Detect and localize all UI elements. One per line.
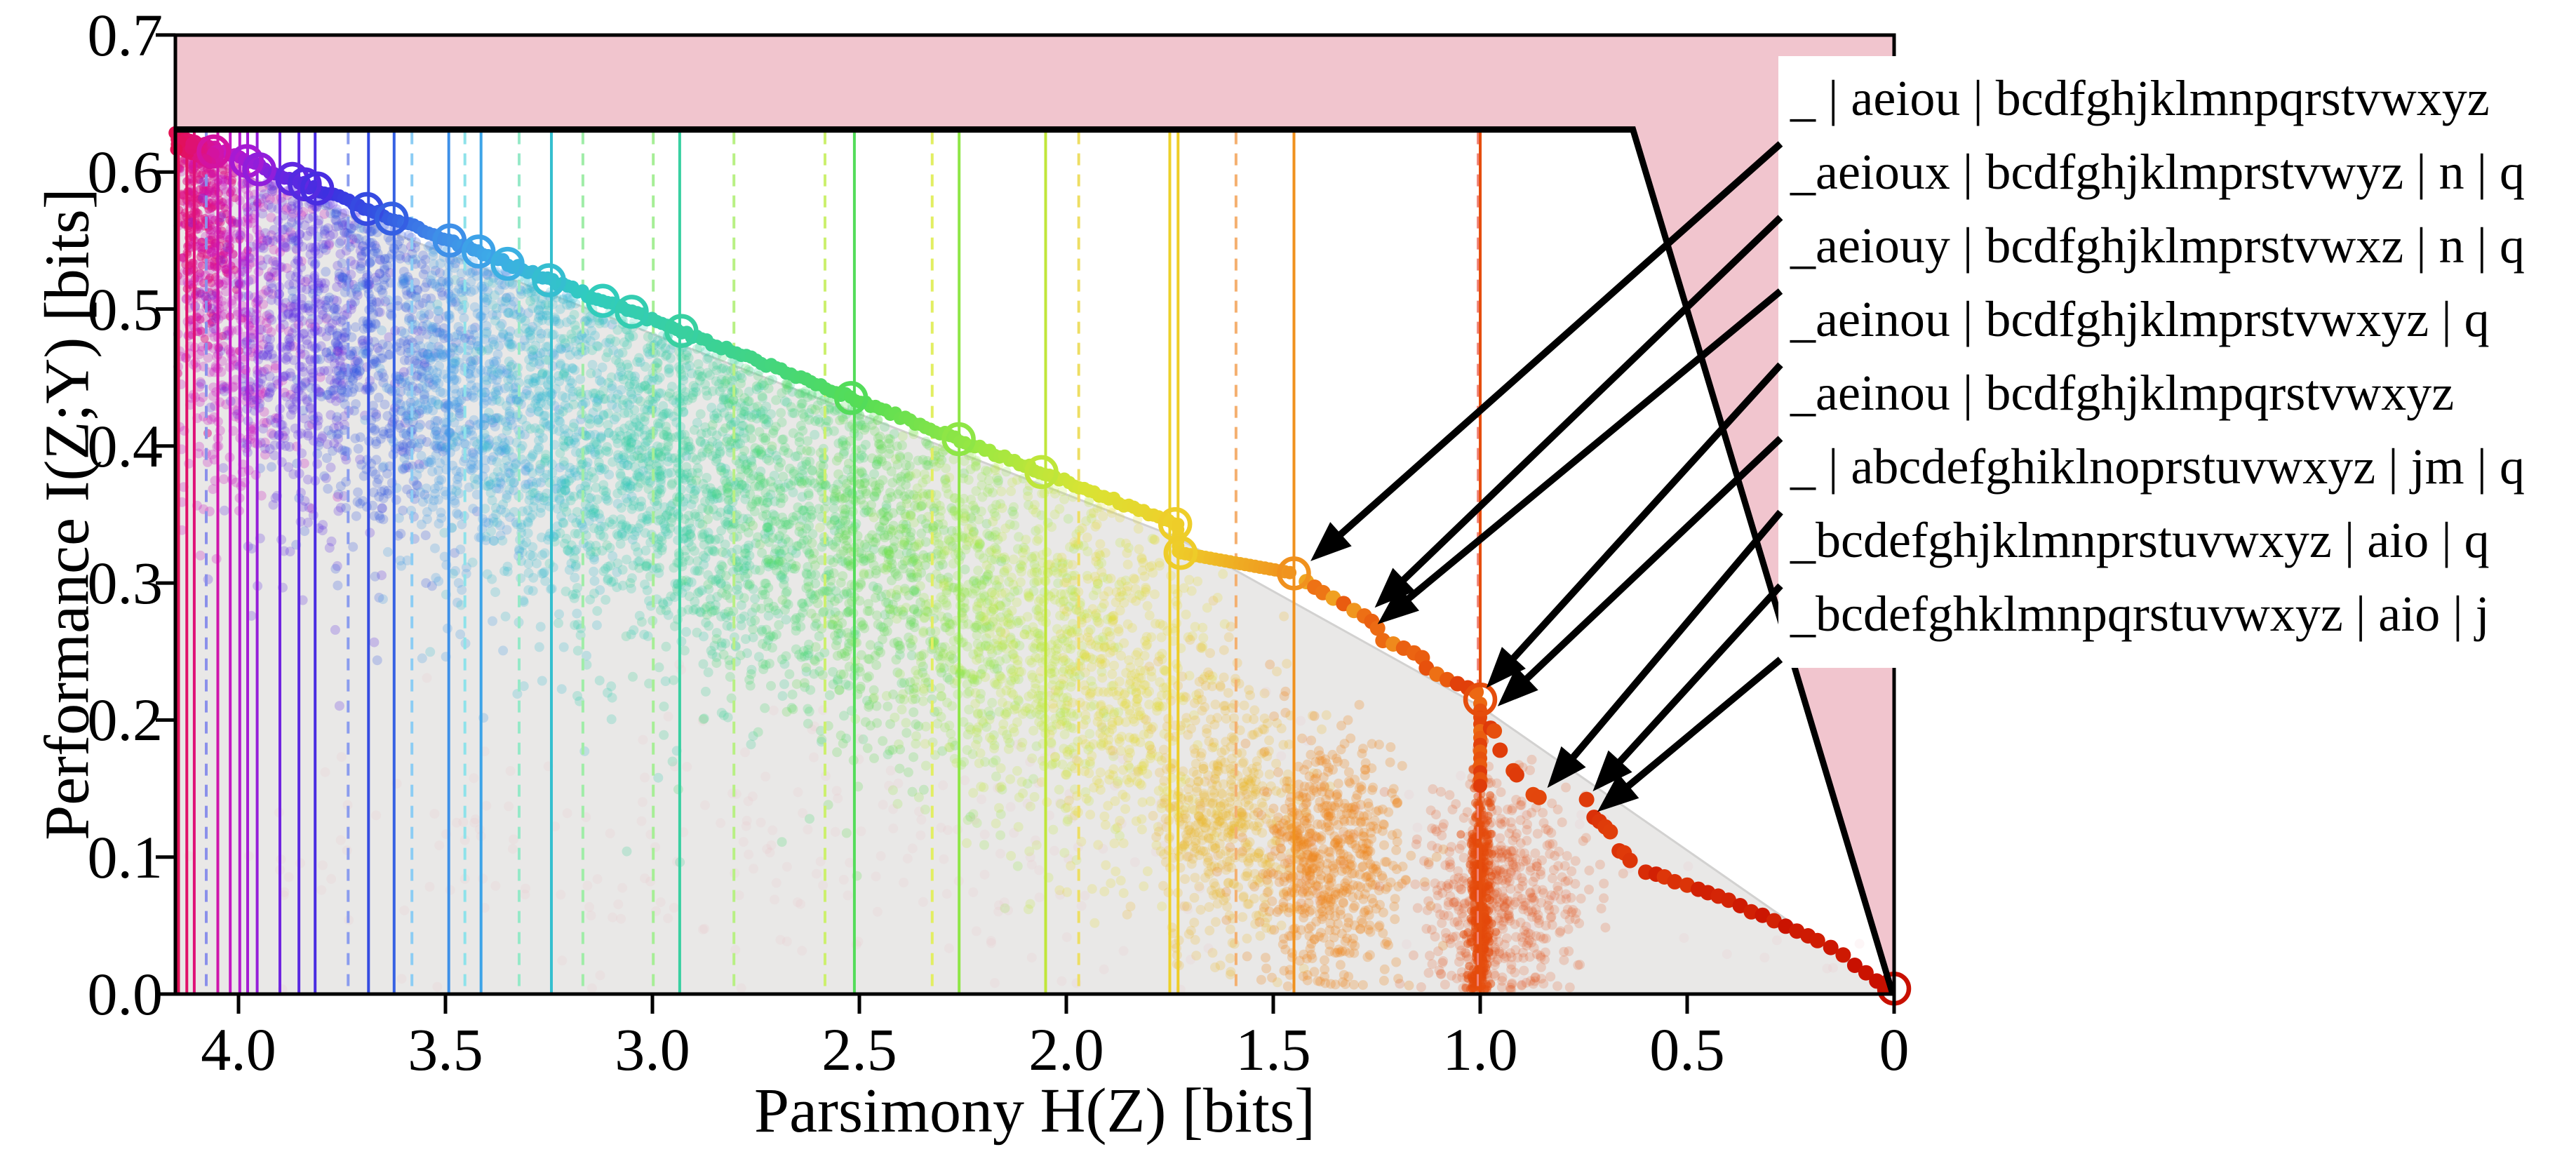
y-tick-label: 0.7 [87,1,163,69]
annotation-box [1778,56,2576,668]
y-tick-label: 0.5 [87,275,163,343]
frontier-ring-marker [490,246,525,281]
annotation-arrow [1547,509,1783,789]
x-tick-label: 0.5 [1649,1016,1725,1083]
annotation-row: _aeinou | bcdfghjklmpqrstvwxyz [1790,365,2455,421]
annotation-arrow [1592,583,1783,791]
scatter-cloud [173,141,1865,995]
x-tick-label: 2.5 [821,1016,897,1083]
frontier-ring-marker [1024,455,1059,490]
x-tick-label: 3.5 [408,1016,483,1083]
x-tick-label: 3.0 [615,1016,690,1083]
annotation-row: _aeiouy | bcdfghjklmprstvwxz | n | q [1790,217,2525,274]
y-tick-label: 0.1 [87,823,163,891]
frontier-ring-marker [664,314,699,348]
y-tick-label: 0.0 [87,960,163,1028]
feasibility-boundary [175,126,1896,995]
annotation-row: _ | aeiou | bcdfghjklmnpqrstvwxyz [1790,70,2490,126]
y-tick-label: 0.3 [87,549,163,617]
x-tick-label: 4.0 [201,1016,276,1083]
frontier-ring-marker [585,283,620,318]
annotation-arrow [1486,362,1783,688]
frontier-ring-marker [941,422,976,457]
frontier-ring-marker [242,152,276,187]
annotation-arrow [1497,436,1783,706]
frontier-ring-marker [532,263,566,297]
frontier-ring-marker [196,134,231,169]
x-tick-label: 0 [1879,1016,1910,1083]
guide-lines [177,132,1482,993]
annotation-row: _aeioux | bcdfghjklmprstvwyz | n | q [1790,144,2525,200]
x-axis-title: Parsimony H(Z) [bits] [754,1076,1315,1146]
x-tick-label: 1.0 [1442,1016,1518,1083]
frontier-ring-marker [375,201,409,236]
frontier-ring-marker [1277,556,1311,591]
annotation-arrow [1374,215,1783,608]
x-tick-label: 1.5 [1235,1016,1311,1083]
frontier-ring-marker [461,234,496,269]
y-tick-label: 0.6 [87,138,163,206]
infeasible-region [175,35,1894,994]
frontier-ring-marker [300,171,335,206]
annotation-row: _bcdefghklmnpqrstuvwxyz | aio | j [1790,586,2490,642]
annotation-row: _ | abcdefghiklnoprstuvwxyz | jm | q [1790,438,2525,495]
y-tick-label: 0.2 [87,686,163,754]
frontier-ring-marker [1463,682,1498,717]
annotation-row: _bcdefghjklmnprstuvwxyz | aio | q [1790,512,2490,568]
annotation-arrow [1377,288,1783,624]
frontier-ring-marker [432,223,467,258]
x-tick-label: 2.0 [1028,1016,1104,1083]
annotation-arrow [1597,657,1783,812]
y-tick-label: 0.4 [87,412,163,480]
frontier-ring-marker [833,381,868,415]
annotation-arrow [1310,141,1783,561]
annotation-row: _aeinou | bcdfghjklmprstvwxyz | q [1790,291,2490,347]
frontier-ring-marker [615,295,649,329]
frontier-ring-marker [1163,535,1198,570]
